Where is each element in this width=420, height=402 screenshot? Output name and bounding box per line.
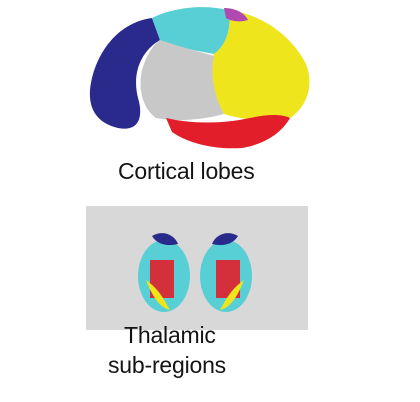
left-thalamus-red xyxy=(150,260,174,298)
thalamic-label-line2: sub-regions xyxy=(108,352,226,378)
cortical-brain-illustration xyxy=(89,7,310,149)
parietal-lobe-region xyxy=(152,7,230,55)
thalamic-label-line1: Thalamic xyxy=(124,322,216,348)
frontal-lobe-region xyxy=(89,18,160,129)
right-thalamus-yellow xyxy=(220,280,244,310)
right-thalamus-navy xyxy=(212,233,238,246)
occipital-lobe-region xyxy=(211,10,310,121)
left-thalamus-navy xyxy=(152,233,178,246)
cortical-lobes-label: Cortical lobes xyxy=(118,158,255,184)
left-thalamus-yellow xyxy=(146,280,170,310)
slice-background xyxy=(86,206,308,330)
accent-region xyxy=(224,8,248,22)
right-thalamus-red xyxy=(216,260,240,298)
medial-core-region xyxy=(140,40,224,121)
thalamic-slice-illustration xyxy=(86,206,308,330)
temporal-lobe-region xyxy=(166,115,290,149)
